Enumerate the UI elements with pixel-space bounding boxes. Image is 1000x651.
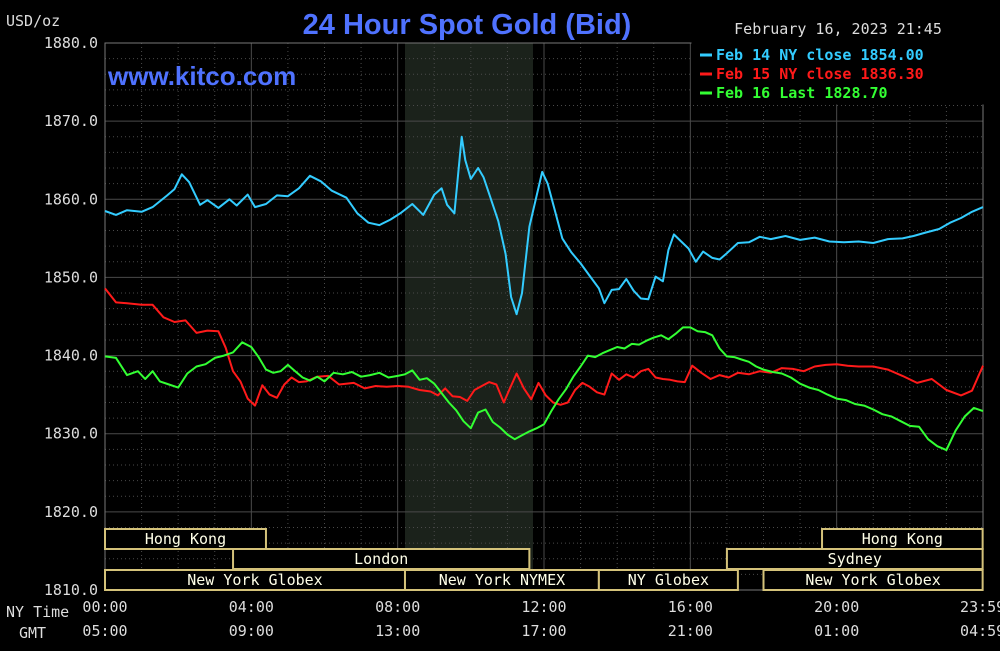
x-tick-label-ny: 20:00 [814,598,859,616]
price-series [104,135,984,452]
session-label: Hong Kong [862,530,943,548]
x-tick-label-ny: 00:00 [82,598,127,616]
x-tick-label-gmt: 04:59 [960,622,1000,640]
y-tick-label: 1850.0 [44,268,98,286]
chart-datetime: February 16, 2023 21:45 [734,20,942,38]
series-line-2 [104,287,984,407]
session-box [762,569,984,591]
legend-label: Feb 14 NY close 1854.00 [716,46,924,64]
legend-label: Feb 15 NY close 1836.30 [716,65,924,83]
x-tick-label-gmt: 05:00 [82,622,127,640]
x-tick-label-gmt: 17:00 [521,622,566,640]
ny-time-label: NY Time [6,603,69,621]
trading-sessions: Hong Kong Hong Kong London Sydney New York G… [104,528,984,591]
unit-label: USD/oz [6,12,60,30]
gmt-label: GMT [19,624,46,642]
session-label: London [354,550,408,568]
legend-label: Feb 16 Last 1828.70 [716,84,888,102]
y-tick-label: 1840.0 [44,347,98,365]
watermark: www.kitco.com [107,61,296,91]
nymex-shaded-region [404,43,534,590]
chart-title: 24 Hour Spot Gold (Bid) [303,9,632,41]
session-label: New York Globex [187,571,322,589]
session-box [597,569,739,591]
series-line-3 [104,326,984,452]
y-tick-label: 1870.0 [44,112,98,130]
x-tick-label-gmt: 01:00 [814,622,859,640]
y-tick-label: 1880.0 [44,34,98,52]
session-box [104,528,267,550]
y-tick-label: 1860.0 [44,190,98,208]
x-tick-label-gmt: 09:00 [229,622,274,640]
y-tick-label: 1820.0 [44,503,98,521]
y-axis-ticks: 1880.0 1870.0 1860.0 1850.0 1840.0 1830.0 1820… [44,34,98,599]
legend-box [691,41,987,105]
session-label: NY Globex [628,571,709,589]
session-label: Sydney [828,550,882,568]
shaded-band [404,43,534,590]
x-tick-label-ny: 23:59 [960,598,1000,616]
y-tick-label: 1830.0 [44,425,98,443]
x-tick-label-ny: 16:00 [668,598,713,616]
x-tick-label-gmt: 21:00 [668,622,713,640]
x-tick-label-gmt: 13:00 [375,622,420,640]
x-tick-label-ny: 12:00 [521,598,566,616]
session-label: Hong Kong [145,530,226,548]
session-label: New York Globex [805,571,940,589]
series-line-1 [104,135,984,316]
x-tick-label-ny: 08:00 [375,598,420,616]
y-tick-label: 1810.0 [44,581,98,599]
x-axis-ticks: 00:00 04:00 08:00 12:00 16:00 20:00 23:59 05:00… [82,598,1000,640]
session-label: New York NYMEX [439,571,565,589]
x-tick-label-ny: 04:00 [229,598,274,616]
